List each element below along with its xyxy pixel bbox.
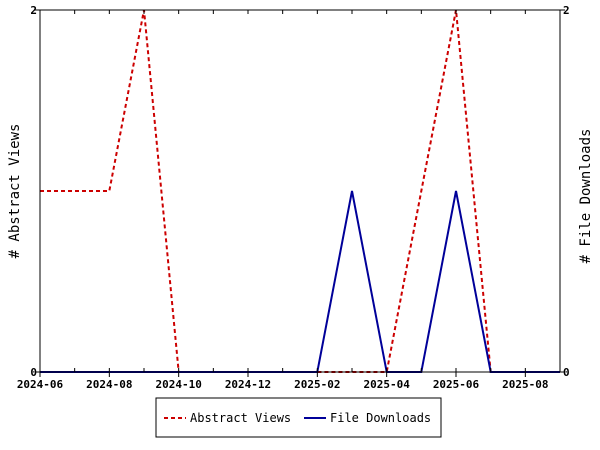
x-tick-label: 2025-02: [294, 378, 340, 391]
x-axis-ticks: 2024-06 2024-08 2024-10 2024-12 2025-02 2025-…: [17, 10, 561, 391]
y-right-tick-label: 2: [563, 4, 570, 17]
y-right-tick-label: 0: [563, 366, 570, 379]
y-axis-ticks: 0 2 0 2: [30, 4, 569, 379]
x-tick-label: 2025-04: [363, 378, 410, 391]
legend-label-abstract-views: Abstract Views: [190, 411, 291, 425]
legend-box: [155, 397, 442, 438]
y-axis-left-title: # Abstract Views: [7, 124, 23, 259]
legend: Abstract Views File Downloads: [155, 397, 442, 438]
x-tick-label: 2024-12: [225, 378, 271, 391]
y-axis-right-title: # File Downloads: [578, 129, 594, 264]
x-tick-label: 2025-08: [502, 378, 548, 391]
x-tick-label: 2024-10: [155, 378, 201, 391]
plot-frame: [39, 9, 561, 373]
y-left-tick-label: 2: [30, 4, 37, 17]
x-tick-label: 2025-06: [433, 378, 480, 391]
x-tick-label: 2024-06: [17, 378, 64, 391]
legend-label-file-downloads: File Downloads: [330, 411, 431, 425]
y-left-tick-label: 0: [30, 366, 37, 379]
x-tick-label: 2024-08: [86, 378, 132, 391]
